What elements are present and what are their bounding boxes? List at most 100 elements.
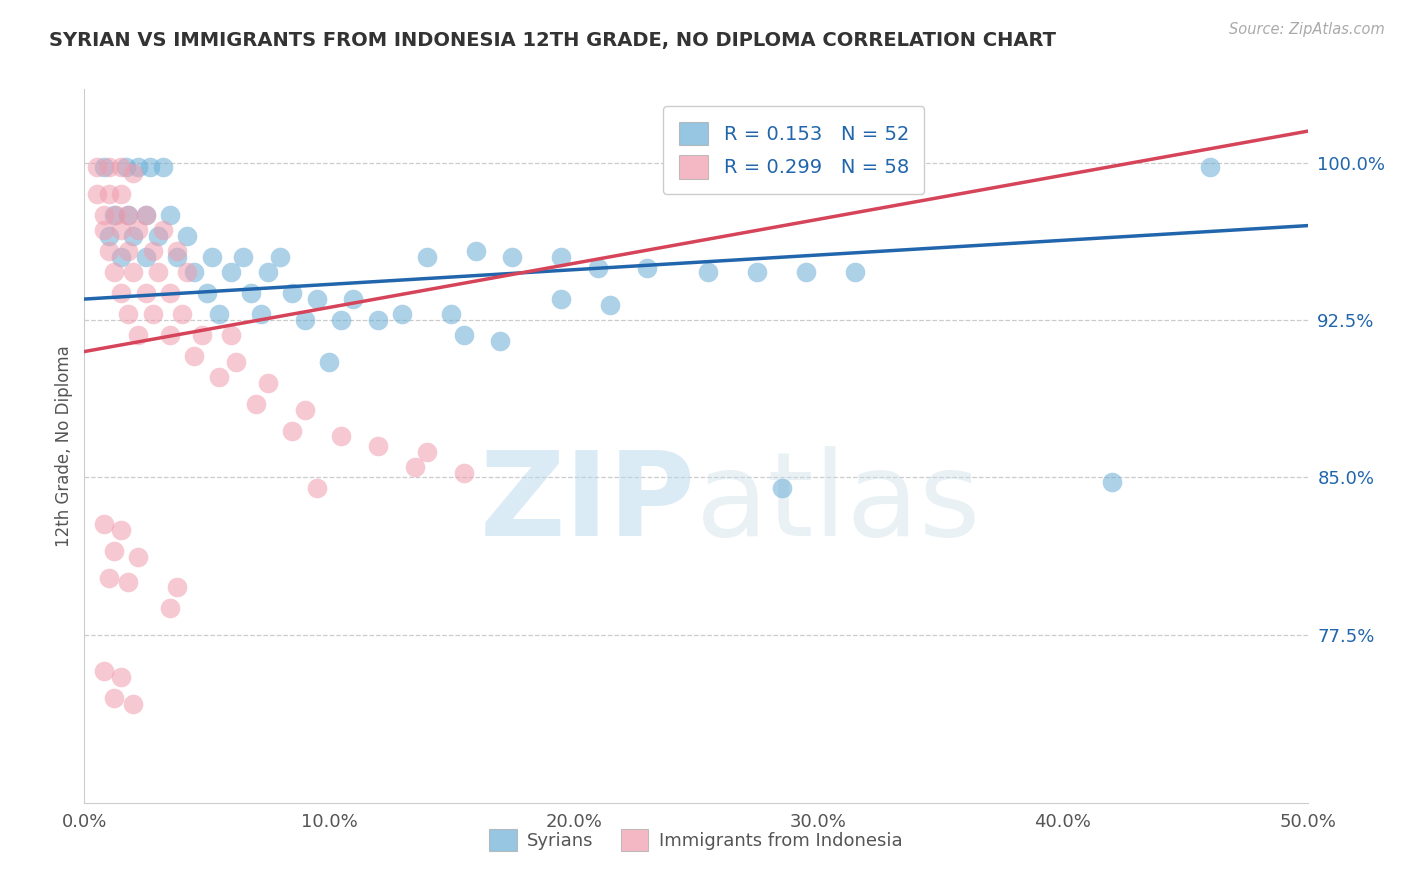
Point [183,349,205,363]
Point [257,265,280,279]
Point [239,285,262,300]
Point [219,265,242,279]
Point [110,160,132,174]
Point [281,425,304,439]
Point [550,292,572,306]
Point [191,327,214,342]
Point [172,307,194,321]
Point [453,327,475,342]
Point [404,460,426,475]
Point [139,160,162,174]
Text: Source: ZipAtlas.com: Source: ZipAtlas.com [1229,22,1385,37]
Point [152,223,174,237]
Point [770,481,793,495]
Point [269,250,291,264]
Point [318,355,340,369]
Legend: Syrians, Immigrants from Indonesia: Syrians, Immigrants from Indonesia [482,822,910,858]
Point [135,285,157,300]
Point [1101,475,1123,489]
Y-axis label: 12th Grade, No Diploma: 12th Grade, No Diploma [55,345,73,547]
Point [159,327,181,342]
Text: SYRIAN VS IMMIGRANTS FROM INDONESIA 12TH GRADE, NO DIPLOMA CORRELATION CHART: SYRIAN VS IMMIGRANTS FROM INDONESIA 12TH… [49,31,1056,50]
Point [110,223,132,237]
Point [176,229,198,244]
Point [115,160,138,174]
Point [464,244,486,258]
Point [166,580,188,594]
Point [105,208,128,222]
Point [122,229,145,244]
Point [599,298,621,312]
Point [208,369,231,384]
Point [176,265,198,279]
Point [97,571,120,585]
Point [159,208,181,222]
Point [103,208,125,222]
Point [97,244,120,258]
Point [117,307,139,321]
Text: ZIP: ZIP [479,446,696,560]
Point [103,544,125,558]
Point [117,208,139,222]
Point [440,307,463,321]
Point [103,265,125,279]
Point [110,285,132,300]
Point [86,187,108,202]
Point [110,523,132,537]
Point [127,550,149,565]
Point [110,670,132,684]
Point [127,223,149,237]
Point [208,307,231,321]
Point [142,307,165,321]
Point [86,160,108,174]
Point [127,160,149,174]
Point [103,690,125,705]
Point [305,292,328,306]
Point [586,260,609,275]
Point [636,260,658,275]
Point [416,250,439,264]
Point [391,307,413,321]
Point [97,187,120,202]
Point [135,208,157,222]
Point [93,516,115,531]
Point [142,244,165,258]
Point [135,208,157,222]
Point [93,208,115,222]
Point [117,244,139,258]
Point [367,439,389,453]
Point [159,285,181,300]
Point [159,600,181,615]
Point [294,403,316,417]
Point [416,445,439,459]
Point [330,313,353,327]
Point [110,187,132,202]
Text: atlas: atlas [696,446,981,560]
Point [697,265,720,279]
Point [93,160,115,174]
Point [219,327,242,342]
Point [294,313,316,327]
Point [127,327,149,342]
Point [342,292,364,306]
Point [225,355,247,369]
Point [794,265,817,279]
Point [117,208,139,222]
Point [550,250,572,264]
Point [166,244,188,258]
Point [97,229,120,244]
Point [747,265,769,279]
Point [305,481,328,495]
Point [166,250,188,264]
Point [489,334,512,348]
Point [502,250,524,264]
Point [232,250,254,264]
Point [93,664,115,678]
Point [122,265,145,279]
Point [146,229,169,244]
Point [281,285,304,300]
Point [249,307,271,321]
Point [257,376,280,390]
Point [117,575,139,590]
Point [330,428,353,442]
